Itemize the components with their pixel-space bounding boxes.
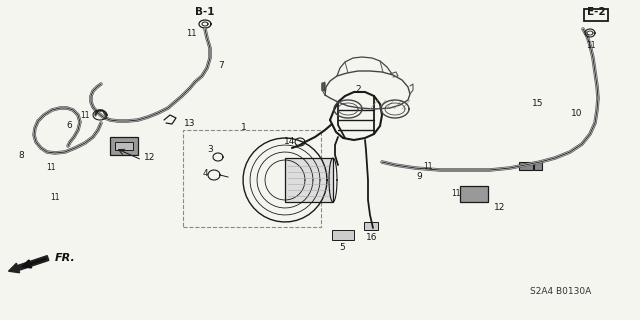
Text: B-1: B-1	[195, 7, 215, 17]
Text: 12: 12	[144, 153, 156, 162]
Bar	[110, 137, 138, 155]
Text: 6: 6	[67, 121, 72, 130]
Text: 5: 5	[339, 244, 345, 252]
Text: 12: 12	[494, 203, 506, 212]
Bar	[534, 162, 542, 170]
Text: 8: 8	[19, 150, 24, 159]
Text: 11: 11	[51, 194, 60, 203]
Text: 11: 11	[46, 163, 56, 172]
Text: 11: 11	[451, 189, 461, 198]
Text: 13: 13	[184, 118, 195, 127]
Text: 15: 15	[532, 99, 543, 108]
Text: 11: 11	[586, 41, 596, 50]
Bar	[285, 158, 333, 202]
Text: 11: 11	[423, 162, 433, 171]
Text: 9: 9	[416, 172, 422, 181]
Text: E-2: E-2	[587, 7, 605, 17]
Text: 2: 2	[355, 84, 361, 93]
Text: 11: 11	[81, 110, 90, 119]
Bar	[460, 186, 488, 202]
Bar	[115, 142, 133, 150]
Bar	[519, 162, 533, 170]
Bar	[364, 222, 378, 230]
Text: 10: 10	[571, 108, 582, 117]
Polygon shape	[322, 83, 325, 91]
Text: FR.: FR.	[55, 253, 76, 263]
Text: 14: 14	[284, 137, 295, 146]
Bar	[332, 230, 354, 240]
FancyArrow shape	[8, 256, 49, 273]
Text: 7: 7	[218, 60, 224, 69]
Text: 11: 11	[186, 28, 196, 37]
Text: 4: 4	[202, 169, 208, 178]
Text: S2A4 B0130A: S2A4 B0130A	[530, 287, 591, 297]
Text: 3: 3	[207, 146, 213, 155]
Text: 1: 1	[241, 124, 247, 132]
Text: 16: 16	[366, 233, 378, 242]
